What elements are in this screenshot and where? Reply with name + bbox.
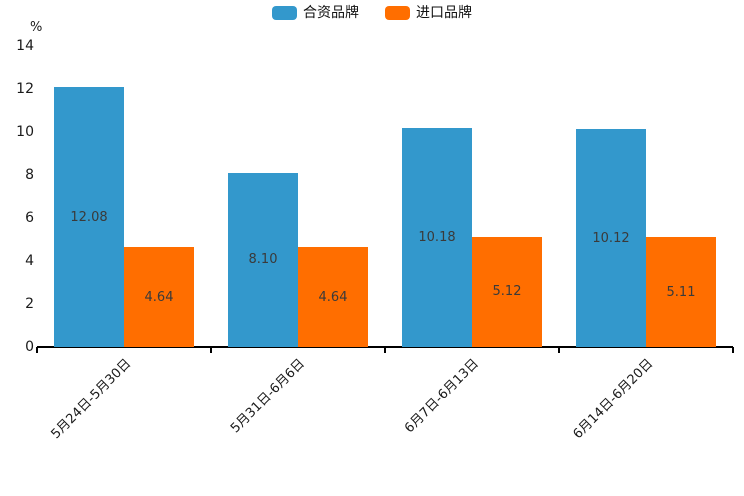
bar: 10.12 bbox=[576, 129, 646, 347]
legend-swatch-orange-icon bbox=[385, 6, 410, 20]
bar: 4.64 bbox=[298, 247, 368, 347]
legend-item-joint-venture-brands: 合资品牌 bbox=[272, 6, 359, 20]
bar-value-label: 4.64 bbox=[318, 289, 348, 305]
bar: 12.08 bbox=[54, 87, 124, 347]
x-axis-tick-mark bbox=[36, 347, 38, 353]
y-axis-unit-label: % bbox=[30, 20, 43, 35]
bar-value-label: 10.18 bbox=[418, 230, 456, 246]
legend-swatch-blue-icon bbox=[272, 6, 297, 20]
x-axis-tick-mark bbox=[384, 347, 386, 353]
y-axis-tick-label: 8 bbox=[25, 167, 34, 183]
legend-label: 合资品牌 bbox=[303, 5, 359, 21]
x-axis-category-label: 6月14日-6月20日 bbox=[570, 356, 656, 443]
bar: 5.11 bbox=[646, 237, 716, 347]
chart-legend: 合资品牌 进口品牌 bbox=[0, 6, 744, 20]
bar-value-label: 4.64 bbox=[144, 289, 174, 305]
x-axis-tick-mark bbox=[732, 347, 734, 353]
bar-value-label: 10.12 bbox=[592, 230, 630, 246]
x-axis-category-label: 5月24日-5月30日 bbox=[48, 356, 134, 443]
bar: 5.12 bbox=[472, 236, 542, 347]
y-axis-tick-label: 0 bbox=[25, 339, 34, 355]
x-axis-tick-mark bbox=[210, 347, 212, 353]
y-axis-tick-label: 14 bbox=[16, 38, 34, 54]
x-axis-category-label: 6月7日-6月13日 bbox=[401, 356, 482, 437]
bar-value-label: 12.08 bbox=[70, 209, 108, 225]
legend-item-imported-brands: 进口品牌 bbox=[385, 6, 472, 20]
bar: 8.10 bbox=[228, 172, 298, 347]
y-axis-tick-label: 6 bbox=[25, 210, 34, 226]
bar: 4.64 bbox=[124, 247, 194, 347]
y-axis-tick-label: 4 bbox=[25, 253, 34, 269]
bar: 10.18 bbox=[402, 128, 472, 347]
x-axis-tick-mark bbox=[558, 347, 560, 353]
bar-value-label: 8.10 bbox=[248, 252, 278, 268]
legend-label: 进口品牌 bbox=[416, 5, 472, 21]
bar-value-label: 5.12 bbox=[492, 284, 522, 300]
y-axis-tick-label: 2 bbox=[25, 296, 34, 312]
bar-value-label: 5.11 bbox=[666, 284, 696, 300]
y-axis-tick-label: 10 bbox=[16, 124, 34, 140]
y-axis-tick-label: 12 bbox=[16, 81, 34, 97]
x-axis-category-label: 5月31日-6月6日 bbox=[227, 356, 308, 437]
